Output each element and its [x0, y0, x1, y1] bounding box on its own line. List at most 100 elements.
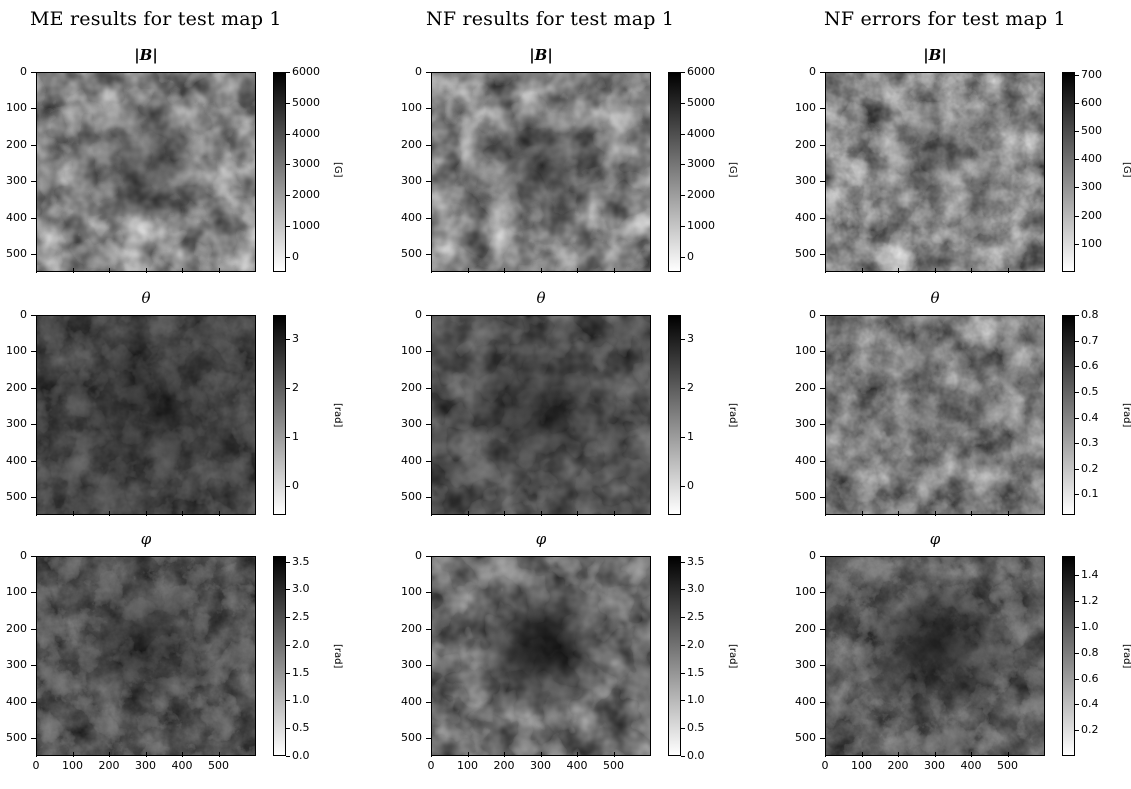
colorbar-tick-label: 0.3	[1075, 436, 1099, 450]
y-tick-label: 100	[396, 344, 431, 357]
y-tick-label: 300	[1, 658, 36, 671]
colorbar-tick-label: 2000	[681, 188, 715, 202]
colorbar-tick-label: 3000	[286, 157, 320, 171]
y-tick-label: 200	[1, 622, 36, 635]
colorbar-tick-label: 1000	[286, 218, 320, 232]
x-tick-label: 0	[810, 752, 840, 772]
colorbar-tick-label: 0.8	[1075, 645, 1099, 659]
x-tick-label: 0	[416, 752, 446, 772]
x-tick-label: 500	[204, 752, 234, 772]
y-tick-label: 500	[1, 490, 36, 503]
colorbar-tick-label: 5000	[286, 95, 320, 109]
colorbar-tick-label: 1.5	[286, 665, 310, 679]
x-tick-label: 400	[167, 752, 197, 772]
y-tick-label: 500	[396, 247, 431, 260]
column-title-me: ME results for test map 1	[30, 8, 282, 30]
colorbar-unit-label: [rad]	[727, 644, 738, 669]
x-tick-label: 0	[21, 752, 51, 772]
colorbar-tick-label: 0.8	[1075, 308, 1099, 321]
y-tick-label: 400	[1, 454, 36, 467]
colorbar-tick-label: 700	[1075, 67, 1102, 81]
colorbar-tick-label: 0	[286, 249, 299, 263]
colorbar-unit-label: [rad]	[1121, 403, 1131, 428]
colorbar-tick-label: 4000	[681, 126, 715, 140]
y-tick-label: 0	[1, 65, 36, 78]
colorbar-tick-label: 0	[286, 478, 299, 492]
colorbar-tick-label: 0.5	[1075, 384, 1099, 398]
colorbar-tick-label: 1000	[681, 218, 715, 232]
y-tick-label: 400	[396, 695, 431, 708]
colorbar-tick-label: 0.5	[286, 721, 310, 735]
colorbar-tick-label: 0.4	[1075, 410, 1099, 424]
colorbar-tick-label: 0.0	[286, 749, 310, 762]
heatmap-image	[825, 72, 1045, 272]
colorbar	[273, 72, 286, 272]
colorbar-unit-label: [rad]	[1121, 644, 1131, 669]
colorbar-unit-label: [rad]	[332, 644, 343, 669]
colorbar-tick-label: 3.0	[681, 582, 705, 596]
colorbar-tick-label: 0.4	[1075, 697, 1099, 711]
x-tick-label: 400	[956, 752, 986, 772]
y-tick-label: 100	[1, 585, 36, 598]
y-tick-label: 100	[396, 101, 431, 114]
y-tick-label: 200	[396, 138, 431, 151]
colorbar-tick-label: 500	[1075, 124, 1102, 138]
colorbar-tick-label: 1.0	[286, 693, 310, 707]
y-tick-label: 100	[790, 344, 825, 357]
panel-title: θ	[536, 289, 546, 307]
heatmap-image	[36, 556, 256, 756]
y-tick-label: 0	[1, 549, 36, 562]
y-tick-label: 100	[790, 585, 825, 598]
y-tick-label: 200	[790, 622, 825, 635]
y-tick-label: 300	[1, 417, 36, 430]
panel-title: θ	[141, 289, 151, 307]
panel-title: |B|	[134, 46, 158, 64]
y-tick-label: 500	[790, 490, 825, 503]
colorbar-tick-label: 1.4	[1075, 568, 1099, 582]
colorbar-tick-label: 0.5	[681, 721, 705, 735]
y-tick-label: 100	[790, 101, 825, 114]
colorbar	[668, 315, 681, 515]
colorbar	[273, 556, 286, 756]
colorbar	[668, 72, 681, 272]
x-tick-label: 300	[131, 752, 161, 772]
colorbar-tick-label: 0	[681, 249, 694, 263]
colorbar-tick-label: 0.0	[681, 749, 705, 762]
colorbar-tick-label: 1.0	[681, 693, 705, 707]
y-tick-label: 200	[396, 622, 431, 635]
panel-title: |B|	[923, 46, 947, 64]
colorbar-tick-label: 600	[1075, 95, 1102, 109]
y-tick-label: 0	[790, 308, 825, 321]
colorbar-tick-label: 1	[681, 429, 694, 443]
panel-title: φ	[140, 530, 152, 548]
x-tick-label: 300	[526, 752, 556, 772]
y-tick-label: 500	[396, 731, 431, 744]
colorbar-tick-label: 1	[286, 429, 299, 443]
y-tick-label: 200	[1, 381, 36, 394]
colorbar-unit-label: [rad]	[332, 403, 343, 428]
heatmap-image	[825, 556, 1045, 756]
colorbar-tick-label: 400	[1075, 152, 1102, 166]
colorbar-tick-label: 1.0	[1075, 619, 1099, 633]
colorbar-tick-label: 2.0	[286, 637, 310, 651]
y-tick-label: 500	[1, 247, 36, 260]
colorbar-tick-label: 3.0	[286, 582, 310, 596]
colorbar	[1062, 72, 1075, 272]
colorbar-unit-label: [G]	[727, 162, 738, 178]
y-tick-label: 400	[396, 454, 431, 467]
colorbar-tick-label: 2	[286, 381, 299, 395]
colorbar-tick-label: 1.5	[681, 665, 705, 679]
y-tick-label: 500	[396, 490, 431, 503]
colorbar-tick-label: 0.6	[1075, 671, 1099, 685]
column-title-nf: NF results for test map 1	[426, 8, 675, 30]
y-tick-label: 500	[790, 247, 825, 260]
colorbar-tick-label: 300	[1075, 180, 1102, 194]
colorbar-tick-label: 5000	[681, 95, 715, 109]
x-tick-label: 500	[993, 752, 1023, 772]
colorbar-unit-label: [G]	[332, 162, 343, 178]
y-tick-label: 300	[396, 174, 431, 187]
panel-title: φ	[929, 530, 941, 548]
y-tick-label: 400	[396, 211, 431, 224]
colorbar-tick-label: 0.7	[1075, 333, 1099, 347]
colorbar-tick-label: 2000	[286, 188, 320, 202]
